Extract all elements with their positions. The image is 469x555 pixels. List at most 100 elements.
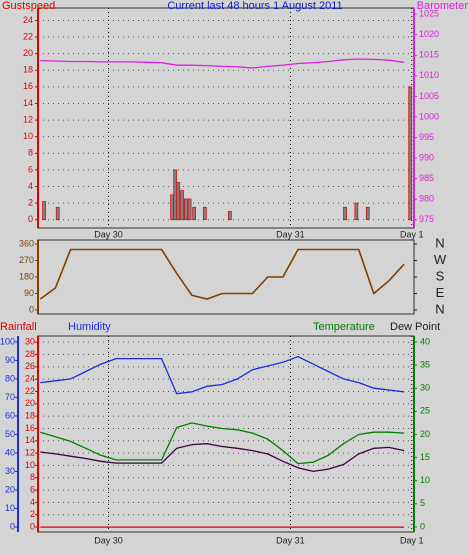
- y2-tick-label: 985: [419, 173, 434, 183]
- y3-tick-label: 80: [5, 373, 15, 383]
- y2-tick-label: E: [436, 285, 445, 300]
- y3-tick-label: 10: [5, 503, 15, 513]
- series-label: Humidity: [68, 321, 111, 333]
- y2-tick-label: 10: [420, 475, 430, 485]
- y-tick-label: 90: [24, 288, 34, 298]
- x-tick-label: Day 1: [400, 229, 424, 239]
- y-tick-label: 10: [23, 131, 33, 141]
- y-tick-label: 6: [28, 164, 33, 174]
- y3-tick-label: 30: [5, 466, 15, 476]
- plot-frame: [37, 7, 415, 229]
- y-tick-label: 4: [28, 181, 33, 191]
- gust-bar: [42, 201, 46, 221]
- y-tick-label: 16: [25, 423, 35, 433]
- gust-bar: [183, 198, 188, 221]
- y-tick-label: 2: [30, 509, 35, 519]
- plot-frame: [37, 239, 415, 315]
- x-tick-label: Day 30: [94, 535, 123, 545]
- y3-tick-label: 40: [5, 447, 15, 457]
- y2-tick-label: 20: [420, 429, 430, 439]
- y2-tick-label: 0: [420, 521, 425, 531]
- y-tick-label: 24: [25, 374, 35, 384]
- y-tick-label: 6: [30, 484, 35, 494]
- series-label: Temperature: [313, 321, 375, 333]
- gust-bar: [408, 86, 413, 221]
- y-tick-label: 8: [28, 148, 33, 158]
- x-tick-label: Day 1: [400, 535, 424, 545]
- y-tick-label: 18: [23, 65, 33, 75]
- y2-tick-label: 25: [420, 406, 430, 416]
- y-tick-label: 26: [25, 361, 35, 371]
- y2-tick-label: 990: [419, 152, 434, 162]
- y3-tick-label: 50: [5, 429, 15, 439]
- y-tick-label: 16: [23, 81, 33, 91]
- y-tick-label: 20: [25, 398, 35, 408]
- y2-tick-label: 995: [419, 132, 434, 142]
- gust-bar: [173, 169, 178, 221]
- y-tick-label: 10: [25, 460, 35, 470]
- series-label: Gustspeed: [2, 0, 55, 12]
- gust-bar: [187, 198, 192, 221]
- y2-tick-label: 40: [420, 336, 430, 346]
- y-tick-label: 4: [30, 497, 35, 507]
- y3-tick-label: 70: [5, 392, 15, 402]
- gust-bar: [170, 194, 175, 221]
- y2-tick-label: 1015: [419, 50, 439, 60]
- y3-tick-label: 100: [0, 336, 15, 346]
- y-tick-label: 180: [19, 271, 34, 281]
- y2-tick-label: N: [435, 301, 444, 316]
- y-tick-label: 22: [23, 31, 33, 41]
- y-tick-label: 8: [30, 472, 35, 482]
- y-tick-label: 14: [25, 435, 35, 445]
- y2-tick-label: 35: [420, 359, 430, 369]
- x-tick-label: Day 31: [276, 535, 305, 545]
- series-line: [40, 58, 405, 69]
- gust-bar: [343, 206, 347, 221]
- gust-bar: [180, 190, 184, 221]
- y-tick-label: 270: [19, 255, 34, 265]
- y-tick-label: 18: [25, 411, 35, 421]
- gust-bar: [227, 211, 232, 221]
- y3-tick-label: 20: [5, 484, 15, 494]
- y3-tick-label: 90: [5, 355, 15, 365]
- plot-frame: [37, 335, 415, 533]
- gust-bar: [354, 202, 359, 221]
- y-tick-label: 30: [25, 337, 35, 347]
- chart-title: Current last 48 hours 1 August 2011: [167, 0, 342, 12]
- y2-tick-label: S: [436, 268, 445, 283]
- y2-tick-label: 1010: [419, 70, 439, 80]
- series-line: [40, 422, 405, 465]
- y-tick-label: 0: [28, 214, 33, 224]
- y-tick-label: 14: [23, 98, 33, 108]
- x-tick-label: Day 31: [276, 229, 305, 239]
- series-line: [39, 248, 405, 300]
- y2-tick-label: 1020: [419, 29, 439, 39]
- gust-bar: [55, 206, 60, 221]
- y2-tick-label: 1000: [419, 111, 439, 121]
- series-label: Dew Point: [390, 321, 440, 333]
- gust-bar: [192, 206, 197, 221]
- y-tick-label: 24: [23, 15, 33, 25]
- y2-tick-label: W: [434, 252, 447, 267]
- y-tick-label: 0: [29, 304, 34, 314]
- y-tick-label: 0: [30, 521, 35, 531]
- gust-bar: [365, 206, 370, 221]
- series-label: Rainfall: [0, 321, 37, 333]
- y-tick-label: 2: [28, 197, 33, 207]
- y2-tick-label: 15: [420, 452, 430, 462]
- series-line: [40, 443, 405, 473]
- gust-bar: [176, 181, 181, 221]
- y-tick-label: 12: [25, 447, 35, 457]
- y-tick-label: 12: [23, 114, 33, 124]
- y2-tick-label: 1005: [419, 91, 439, 101]
- series-line: [40, 355, 405, 395]
- y2-tick-label: N: [435, 235, 444, 250]
- series-label: Barometer: [417, 0, 469, 12]
- y2-tick-label: 30: [420, 383, 430, 393]
- y3-tick-label: 0: [10, 521, 15, 531]
- y2-tick-label: 975: [419, 214, 434, 224]
- y3-tick-label: 60: [5, 410, 15, 420]
- y-tick-label: 28: [25, 349, 35, 359]
